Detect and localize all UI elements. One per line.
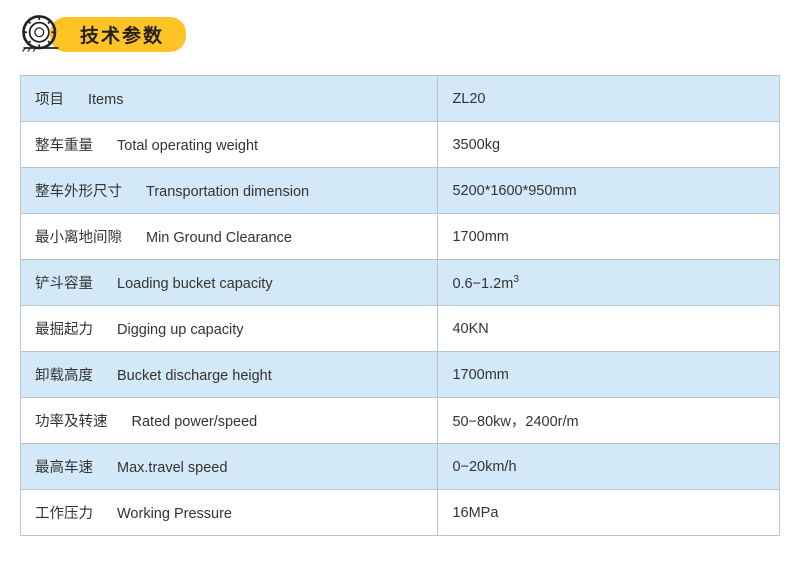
label-en: Loading bucket capacity <box>117 276 273 292</box>
table-row: 最掘起力 Digging up capacity 40KN <box>21 306 780 352</box>
label-en: Total operating weight <box>117 138 258 154</box>
spec-value-cell: ZL20 <box>438 76 780 122</box>
label-en: Max.travel speed <box>117 460 227 476</box>
label-cn: 工作压力 <box>35 506 93 522</box>
label-en: Bucket discharge height <box>117 368 272 384</box>
label-cn: 功率及转速 <box>35 414 108 430</box>
label-cn: 项目 <box>35 92 64 108</box>
label-cn: 最小离地间隙 <box>35 230 122 246</box>
table-row: 项目 Items ZL20 <box>21 76 780 122</box>
label-cn: 整车重量 <box>35 138 93 154</box>
table-row: 最高车速 Max.travel speed 0−20km/h <box>21 444 780 490</box>
label-cn: 卸载高度 <box>35 368 93 384</box>
label-en: Min Ground Clearance <box>146 230 292 246</box>
spec-value: ZL20 <box>452 91 485 107</box>
spec-label-cell: 最小离地间隙 Min Ground Clearance <box>21 214 438 260</box>
table-row: 工作压力 Working Pressure 16MPa <box>21 490 780 536</box>
header: 技术参数 <box>20 13 780 55</box>
table-row: 卸载高度 Bucket discharge height 1700mm <box>21 352 780 398</box>
table-row: 整车重量 Total operating weight 3500kg <box>21 122 780 168</box>
section-title: 技术参数 <box>50 17 186 52</box>
label-en: Rated power/speed <box>132 414 258 430</box>
spec-value-sup: 3 <box>513 274 519 285</box>
spec-value-cell: 1700mm <box>438 214 780 260</box>
table-row: 整车外形尺寸 Transportation dimension 5200*1600*… <box>21 168 780 214</box>
label-cn: 最高车速 <box>35 460 93 476</box>
label-cn: 铲斗容量 <box>35 276 93 292</box>
spec-value-cell: 0.6−1.2m3 <box>438 260 780 306</box>
spec-value-cell: 16MPa <box>438 490 780 536</box>
label-cn: 整车外形尺寸 <box>35 184 122 200</box>
spec-value: 40KN <box>452 321 488 337</box>
label-en: Working Pressure <box>117 506 232 522</box>
spec-table: 项目ItemsZL20整车重量Total operating weight350… <box>20 75 780 536</box>
table-row: 铲斗容量 Loading bucket capacity 0.6−1.2m3 <box>21 260 780 306</box>
spec-label-cell: 功率及转速 Rated power/speed <box>21 398 438 444</box>
tire-icon <box>20 13 62 55</box>
spec-value: 0.6−1.2m <box>452 275 513 291</box>
spec-value: 16MPa <box>452 505 498 521</box>
spec-value-cell: 5200*1600*950mm <box>438 168 780 214</box>
spec-value: 50−80kw，2400r/m <box>452 414 578 430</box>
spec-value-cell: 40KN <box>438 306 780 352</box>
spec-value-cell: 50−80kw，2400r/m <box>438 398 780 444</box>
spec-value-cell: 3500kg <box>438 122 780 168</box>
label-cn: 最掘起力 <box>35 322 93 338</box>
label-en: Digging up capacity <box>117 322 244 338</box>
spec-value-cell: 1700mm <box>438 352 780 398</box>
label-en: Items <box>88 92 123 108</box>
spec-value: 0−20km/h <box>452 459 516 475</box>
table-row: 功率及转速 Rated power/speed 50−80kw，2400r/m <box>21 398 780 444</box>
spec-label-cell: 最掘起力 Digging up capacity <box>21 306 438 352</box>
spec-value: 3500kg <box>452 137 500 153</box>
spec-value: 1700mm <box>452 229 508 245</box>
spec-label-cell: 卸载高度 Bucket discharge height <box>21 352 438 398</box>
spec-label-cell: 项目 Items <box>21 76 438 122</box>
spec-label-cell: 最高车速 Max.travel speed <box>21 444 438 490</box>
table-row: 最小离地间隙 Min Ground Clearance 1700mm <box>21 214 780 260</box>
spec-label-cell: 整车重量 Total operating weight <box>21 122 438 168</box>
spec-label-cell: 整车外形尺寸 Transportation dimension <box>21 168 438 214</box>
spec-value: 5200*1600*950mm <box>452 183 576 199</box>
label-en: Transportation dimension <box>146 184 309 200</box>
spec-label-cell: 工作压力 Working Pressure <box>21 490 438 536</box>
spec-value: 1700mm <box>452 367 508 383</box>
spec-value-cell: 0−20km/h <box>438 444 780 490</box>
spec-label-cell: 铲斗容量 Loading bucket capacity <box>21 260 438 306</box>
